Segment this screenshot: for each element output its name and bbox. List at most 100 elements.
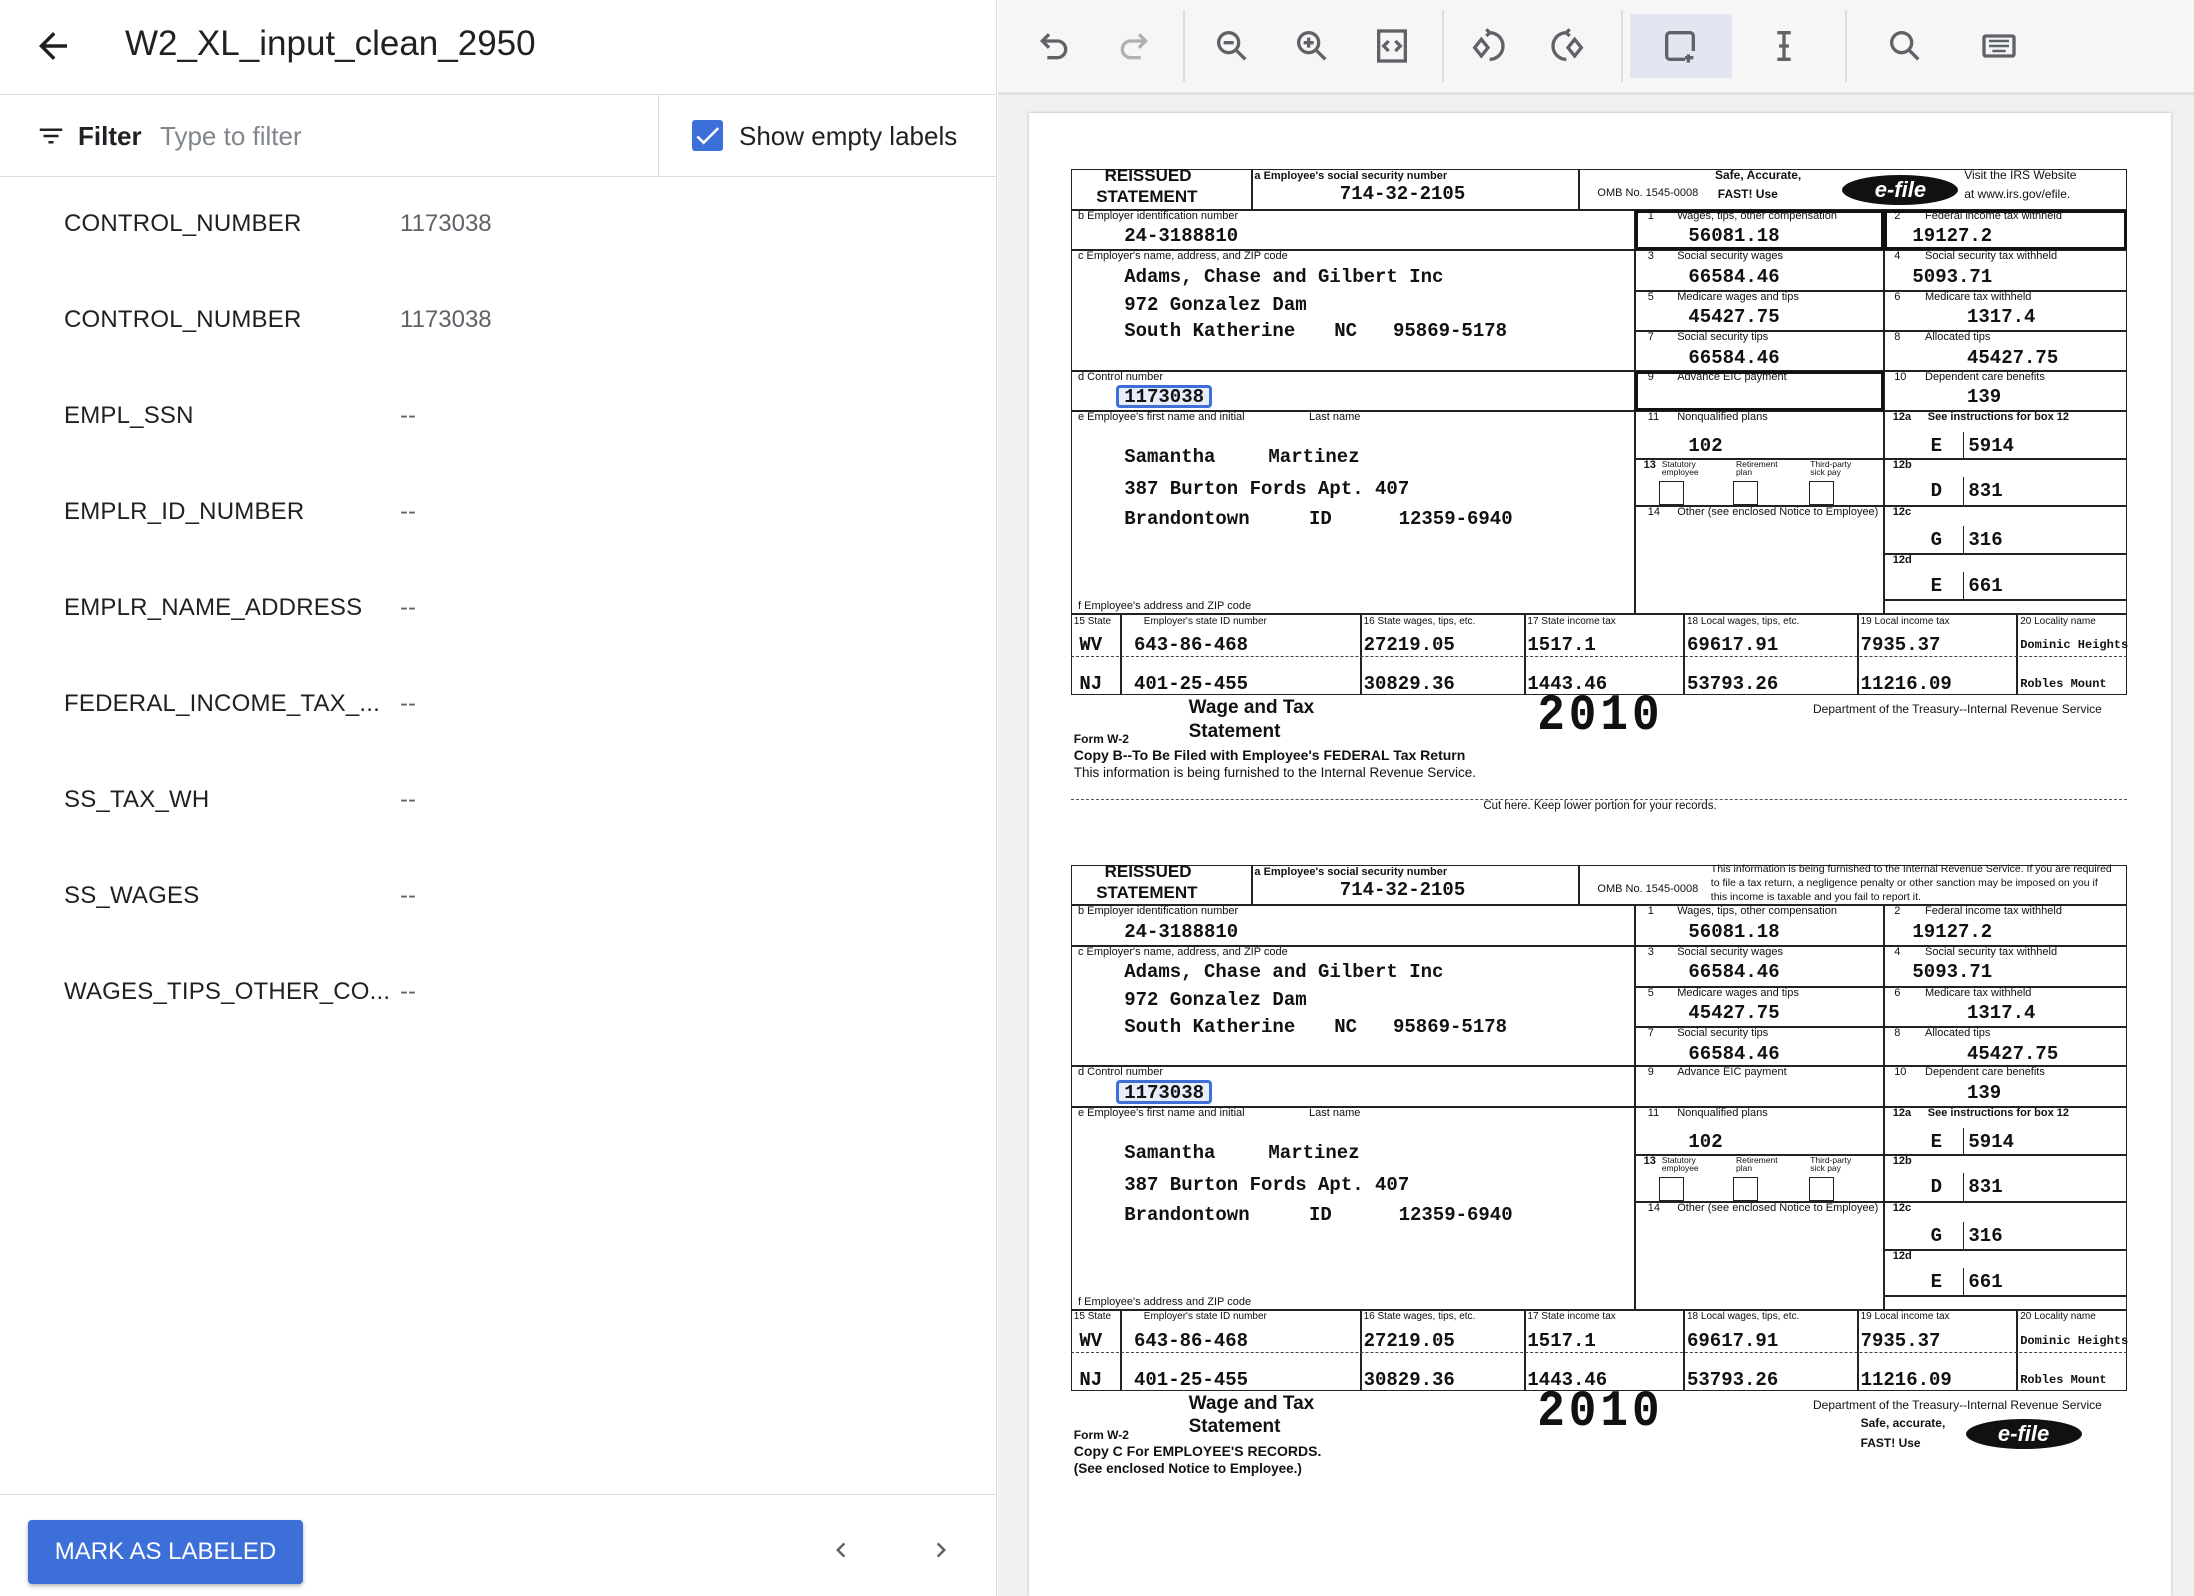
state-state: WV	[1079, 1329, 1103, 1352]
field-key: CONTROL_NUMBER	[64, 210, 302, 237]
box-5	[1635, 986, 1885, 1028]
box-12c	[1884, 506, 2127, 554]
field-value: --	[400, 594, 416, 621]
statutory-employee-checkbox[interactable]	[1659, 1176, 1684, 1201]
field-row[interactable]: FEDERAL_INCOME_TAX_... --	[0, 676, 997, 736]
box-8-value: 45427.75	[1967, 1042, 2059, 1065]
code-divider	[1962, 1127, 1964, 1156]
state-table-column	[1071, 614, 1122, 696]
statutory-employee-checkbox[interactable]	[1659, 481, 1684, 506]
box-4-label: Social security tax withheld	[1925, 945, 2058, 958]
department-label: Department of the Treasury--Internal Rev…	[1813, 702, 2102, 717]
zoom-out-button[interactable]	[1204, 18, 1260, 74]
box-12c	[1884, 1202, 2127, 1250]
state-table-header: 18 Local wages, tips, etc.	[1687, 1311, 1800, 1323]
form-box	[1635, 1154, 1885, 1203]
box-12b	[1884, 458, 2127, 507]
box-7-value: 66584.46	[1688, 346, 1780, 369]
divider	[1621, 10, 1623, 82]
field-row[interactable]: WAGES_TIPS_OTHER_CO... --	[0, 964, 997, 1024]
filter-input[interactable]	[160, 113, 640, 159]
field-row[interactable]: SS_TAX_WH --	[0, 772, 997, 832]
ssn-label: a Employee's social security number	[1254, 170, 1448, 183]
keyboard-button[interactable]	[1971, 18, 2027, 74]
box-9-number: 9	[1647, 1066, 1654, 1079]
field-row[interactable]: CONTROL_NUMBER 1173038	[0, 196, 997, 256]
box-12a-value: 5914	[1968, 1130, 2014, 1153]
field-key: WAGES_TIPS_OTHER_CO...	[64, 978, 391, 1005]
field-row[interactable]: CONTROL_NUMBER 1173038	[0, 292, 997, 352]
box-14-label: Other (see enclosed Notice to Employee)	[1677, 1202, 1879, 1215]
rotate-left-button[interactable]	[1460, 18, 1516, 74]
box-8-label: Allocated tips	[1925, 331, 1991, 344]
department-label: Department of the Treasury--Internal Rev…	[1813, 1398, 2102, 1413]
box-13-number: 13	[1643, 1154, 1656, 1167]
fit-page-button[interactable]	[1364, 18, 1420, 74]
state-local-wages: 69617.91	[1687, 633, 1779, 656]
statement-label: STATEMENT	[1096, 882, 1198, 902]
control-number-highlight	[1115, 1080, 1213, 1105]
control-number-label: d Control number	[1078, 370, 1163, 383]
field-row[interactable]: SS_WAGES --	[0, 868, 997, 928]
show-empty-labels-checkbox[interactable]	[692, 120, 723, 151]
rotate-right-button[interactable]	[1540, 18, 1596, 74]
state-table-column	[2017, 614, 2127, 696]
redo-button[interactable]	[1106, 18, 1162, 74]
wage-tax-title: Wage and Tax	[1188, 1392, 1315, 1414]
field-row[interactable]: EMPLR_NAME_ADDRESS --	[0, 580, 997, 640]
employee-street: 387 Burton Fords Apt. 407	[1124, 478, 1410, 501]
search-button[interactable]	[1877, 18, 1933, 74]
box-2-number: 2	[1894, 905, 1901, 918]
retirement-plan-checkbox[interactable]	[1733, 481, 1759, 506]
employee-address-label: f Employee's address and ZIP code	[1078, 600, 1252, 613]
chevron-right-icon[interactable]	[926, 1535, 956, 1565]
field-row[interactable]: EMPLR_ID_NUMBER --	[0, 484, 997, 544]
tax-year: 2010	[1537, 1382, 1664, 1441]
safe-accurate-text: Safe, accurate,	[1860, 1416, 1946, 1431]
box-12d-number: 12d	[1892, 1249, 1912, 1262]
code-divider	[1962, 1267, 1964, 1296]
state-table-column	[1071, 1309, 1122, 1392]
show-empty-labels-label[interactable]: Show empty labels	[739, 121, 958, 151]
statutory-label-2: employee	[1661, 467, 1699, 478]
selected-tool-highlight	[1630, 14, 1732, 78]
employer-street: 972 Gonzalez Dam	[1124, 989, 1307, 1012]
box-14-number: 14	[1647, 1202, 1661, 1215]
box-5-value: 45427.75	[1688, 1001, 1780, 1024]
fast-use-text: FAST! Use	[1860, 1435, 1921, 1450]
state-id: 643-86-468	[1134, 633, 1249, 656]
box-9-label: Advance EIC payment	[1677, 1066, 1787, 1079]
undo-button[interactable]	[1026, 18, 1082, 74]
header-right-box	[1579, 169, 2127, 210]
state-wages: 30829.36	[1363, 673, 1455, 695]
back-arrow-icon[interactable]	[32, 25, 74, 67]
visit-irs-text: Visit the IRS Website	[1964, 167, 2077, 182]
retirement-plan-checkbox[interactable]	[1733, 1176, 1759, 1201]
employee-first-name: Samantha	[1124, 1141, 1216, 1164]
box-10	[1884, 1066, 2127, 1107]
mark-as-labeled-button[interactable]: MARK AS LABELED	[28, 1520, 303, 1584]
third-party-sick-pay-checkbox[interactable]	[1808, 481, 1834, 506]
add-box-button[interactable]	[1652, 18, 1708, 74]
efile-logo: e-file	[1965, 1419, 2082, 1450]
state-table-header: 17 State income tax	[1527, 615, 1616, 627]
form-box	[1635, 1106, 1885, 1155]
third-party-sick-pay-checkbox[interactable]	[1808, 1176, 1834, 1201]
text-cursor-button[interactable]	[1756, 18, 1812, 74]
form-box	[1071, 1106, 1636, 1310]
copy-title: Copy C For EMPLOYEE'S RECORDS.	[1073, 1442, 1322, 1459]
notice-line-1: This information is being furnished to t…	[1710, 863, 2112, 876]
box-12c-number: 12c	[1892, 1202, 1912, 1215]
box-1	[1635, 905, 1885, 946]
field-key: EMPL_SSN	[64, 402, 194, 429]
chevron-left-icon[interactable]	[826, 1535, 856, 1565]
field-row[interactable]: EMPL_SSN --	[0, 388, 997, 448]
form-box	[1071, 945, 1636, 1067]
state-locality: Dominic Heights	[2020, 638, 2129, 652]
zoom-in-button[interactable]	[1284, 18, 1340, 74]
form-box	[1635, 1202, 1885, 1310]
state-id: 401-25-455	[1134, 1368, 1249, 1391]
zoom-in-icon	[1297, 31, 1327, 61]
code-divider	[1962, 1172, 1964, 1201]
state-table-column	[1684, 1309, 1858, 1392]
